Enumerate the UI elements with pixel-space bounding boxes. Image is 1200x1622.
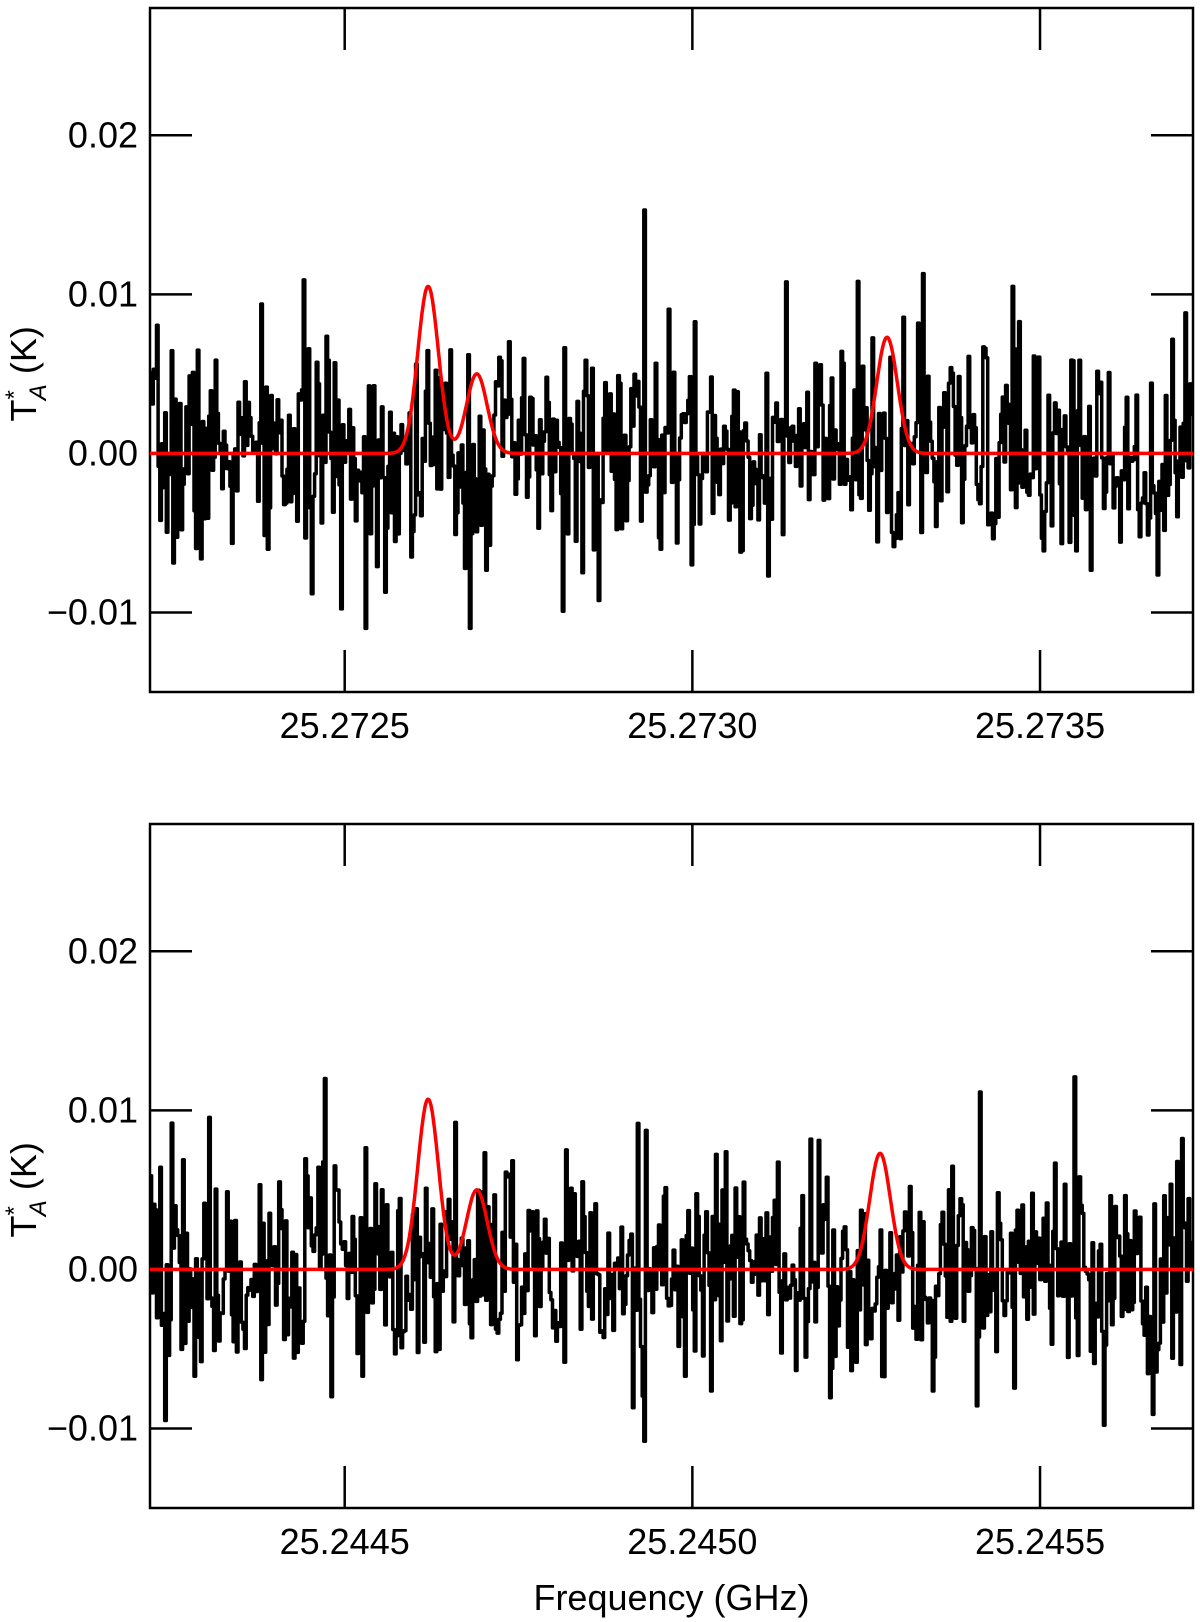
observed-spectrum-line — [150, 208, 1193, 631]
model-fit-line — [150, 1097, 1193, 1272]
x-tick-label: 25.2455 — [975, 1521, 1105, 1562]
x-axis-label: Frequency (GHz) — [533, 1577, 809, 1618]
top-panel: −0.01 0.00 0.01 0.02 25.2725 25.2730 25.2735 T*… — [1, 6, 1195, 746]
plot-frame — [148, 6, 1195, 694]
y-tick-label: 0.02 — [68, 114, 138, 155]
y-axis-label: T*A (K) — [1, 326, 52, 421]
y-tick-label: −0.01 — [47, 1407, 138, 1448]
y-tick-label: 0.00 — [68, 432, 138, 473]
x-tick-label: 25.2450 — [627, 1521, 757, 1562]
y-tick-label: 0.01 — [68, 273, 138, 314]
observed-spectrum-line — [150, 1075, 1193, 1443]
y-axis-label: T*A (K) — [1, 1142, 52, 1237]
y-tick-label: 0.01 — [68, 1089, 138, 1130]
y-tick-label: −0.01 — [47, 591, 138, 632]
y-tick-label: 0.00 — [68, 1248, 138, 1289]
bottom-panel: −0.01 0.00 0.01 0.02 25.2445 25.2450 25.2455 T*… — [1, 822, 1195, 1618]
model-fit-line — [150, 284, 1193, 456]
x-tick-label: 25.2445 — [280, 1521, 410, 1562]
x-tick-label: 25.2735 — [975, 705, 1105, 746]
x-tick-label: 25.2730 — [627, 705, 757, 746]
x-tick-label: 25.2725 — [280, 705, 410, 746]
y-tick-label: 0.02 — [68, 930, 138, 971]
plot-frame — [148, 822, 1195, 1510]
